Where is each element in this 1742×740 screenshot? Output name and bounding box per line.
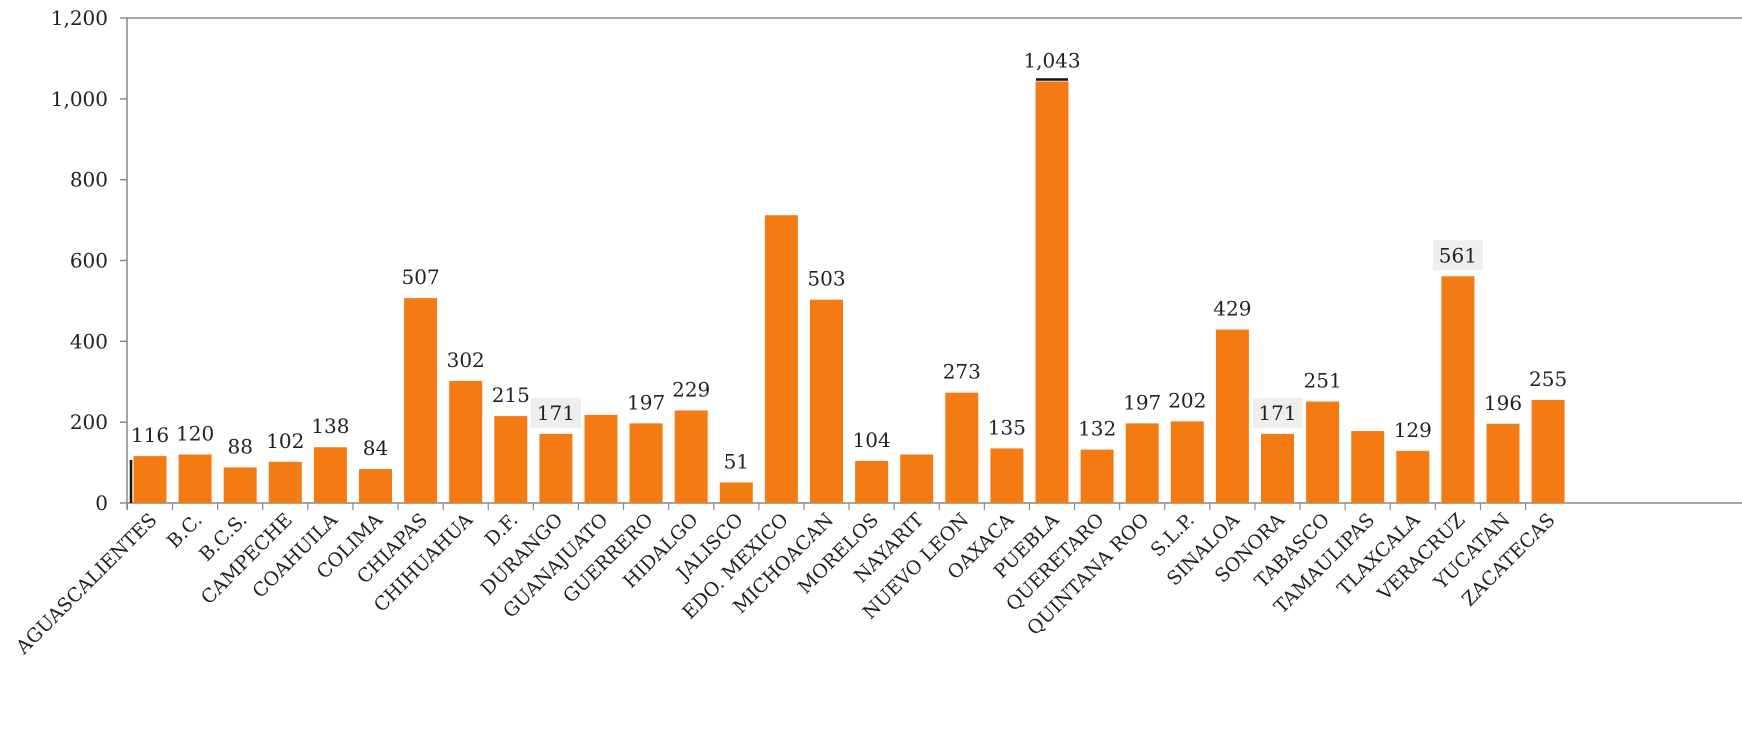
data-label: 171 xyxy=(1258,401,1296,425)
data-label: 51 xyxy=(724,449,749,473)
y-tick-label: 400 xyxy=(70,329,108,353)
bar xyxy=(990,448,1024,503)
bar xyxy=(404,298,438,503)
bar xyxy=(1396,450,1430,503)
bar xyxy=(133,456,167,503)
bar xyxy=(1306,401,1340,503)
data-label: 196 xyxy=(1484,391,1522,415)
data-label: 1,043 xyxy=(1023,48,1080,72)
data-label: 171 xyxy=(537,401,575,425)
bar xyxy=(629,423,663,503)
data-label: 120 xyxy=(176,422,214,446)
data-label: 129 xyxy=(1394,418,1432,442)
x-tick-labels: AGUASCALIENTES B.C.B.C.S.CAMPECHECOAHUILA… xyxy=(11,509,1559,659)
data-label: 507 xyxy=(402,265,440,289)
bar xyxy=(1035,81,1069,504)
data-label: 429 xyxy=(1213,297,1251,321)
data-label: 102 xyxy=(266,429,304,453)
y-tick-label: 0 xyxy=(95,491,108,515)
data-label: 197 xyxy=(627,390,665,414)
bar xyxy=(1170,421,1204,503)
data-label: 255 xyxy=(1529,367,1567,391)
data-label-background xyxy=(1432,240,1483,271)
y-tick-label: 1,000 xyxy=(51,87,108,111)
y-tick-label: 1,200 xyxy=(51,6,108,30)
bar xyxy=(584,414,618,503)
data-label: 197 xyxy=(1123,390,1161,414)
data-labels: 116 120 88 102 138 84 507 302 215 171 197 229 51 503 1… xyxy=(131,48,1567,473)
data-label-background xyxy=(530,397,581,428)
data-label: 88 xyxy=(227,434,252,458)
bar xyxy=(494,416,528,503)
data-label: 132 xyxy=(1078,417,1116,441)
bar xyxy=(855,460,889,503)
bar xyxy=(764,215,798,503)
data-label: 202 xyxy=(1168,388,1206,412)
bar xyxy=(1125,423,1159,503)
y-tick-label: 200 xyxy=(70,410,108,434)
bars xyxy=(133,81,1565,504)
bar xyxy=(223,467,257,503)
data-label: 302 xyxy=(447,348,485,372)
bar xyxy=(719,482,753,503)
data-label: 215 xyxy=(492,383,530,407)
bar xyxy=(1441,276,1475,503)
bar xyxy=(1080,449,1114,503)
bar xyxy=(945,392,979,503)
axes xyxy=(126,17,1742,510)
data-label: 135 xyxy=(988,415,1026,439)
y-tick-labels: 0 200 400 600 800 1,000 1,200 xyxy=(51,6,127,515)
data-label-background xyxy=(1252,397,1303,428)
data-label: 251 xyxy=(1304,369,1342,393)
bar xyxy=(1486,423,1520,503)
bar xyxy=(1261,433,1294,503)
y-tick-label: 800 xyxy=(70,168,108,192)
data-label: 116 xyxy=(131,423,169,447)
x-tick-label: AGUASCALIENTES xyxy=(11,509,161,659)
data-label: 273 xyxy=(943,360,981,384)
data-label: 561 xyxy=(1439,243,1477,267)
data-label: 229 xyxy=(672,377,710,401)
data-label: 503 xyxy=(807,267,845,291)
bar xyxy=(1351,431,1385,503)
bar xyxy=(900,454,934,503)
bar xyxy=(449,380,483,503)
data-label: 84 xyxy=(363,436,388,460)
data-label: 138 xyxy=(311,414,349,438)
data-label: 104 xyxy=(853,428,891,452)
bar xyxy=(674,410,708,503)
bar xyxy=(810,299,843,503)
y-tick-label: 600 xyxy=(70,249,108,273)
bar xyxy=(268,461,302,503)
bar xyxy=(539,433,573,503)
bar xyxy=(1531,399,1565,503)
bar xyxy=(313,447,347,503)
bar xyxy=(178,454,212,503)
bar xyxy=(1215,329,1249,503)
bar xyxy=(359,469,392,503)
